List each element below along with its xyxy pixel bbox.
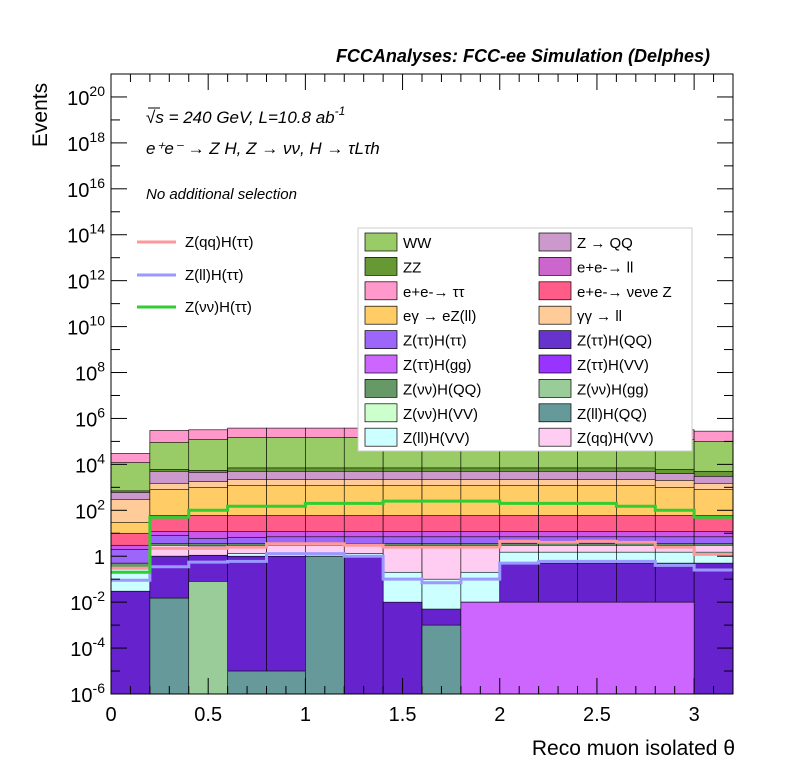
legend: Z(qq)H(ττ) Z(ll)H(ττ) Z(νν)H(ττ) WW Z → QQ ZZ… <box>137 227 693 452</box>
stack-bar <box>188 581 228 695</box>
legend-swatch <box>364 257 398 276</box>
legend-swatch <box>538 232 572 252</box>
stack-bar <box>460 601 695 695</box>
legend-label: Z → QQ <box>577 235 633 252</box>
chart-title: FCCAnalyses: FCC-ee Simulation (Delphes) <box>336 46 710 66</box>
energy-annotation: √s = 240 GeV, L=10.8 ab-1 <box>146 104 345 127</box>
energy-lumi-label: = 240 GeV, L=10.8 ab <box>169 108 335 127</box>
legend-label: Z(ττ)H(ττ) <box>403 333 467 350</box>
y-tick-label: 1020 <box>67 83 105 110</box>
x-tick-label: 0.5 <box>194 704 222 726</box>
x-tick-label: 1 <box>300 704 311 726</box>
legend-label: Z(ll)H(ττ) <box>185 267 244 284</box>
y-tick-label: 1 <box>94 547 105 569</box>
y-tick-label: 1012 <box>67 267 105 294</box>
y-tick-label: 102 <box>75 496 105 523</box>
x-axis-title: Reco muon isolated θ <box>532 737 735 760</box>
legend-swatch <box>364 427 398 447</box>
selection-annotation: No additional selection <box>146 186 297 203</box>
legend-swatch <box>538 305 572 325</box>
legend-label: Z(νν)H(ττ) <box>185 299 252 316</box>
x-tick-label: 2.5 <box>583 704 611 726</box>
legend-label: Z(ττ)H(VV) <box>577 357 649 374</box>
stack-bar <box>149 597 190 695</box>
legend-label: Z(ll)H(VV) <box>403 430 470 447</box>
legend-label: Z(qq)H(ττ) <box>185 234 254 251</box>
overlay-line <box>111 539 733 570</box>
y-tick-label: 104 <box>75 450 105 477</box>
legend-swatch <box>364 403 398 423</box>
stack-bar <box>305 555 345 695</box>
legend-label: eγ → eZ(ll) <box>403 308 476 325</box>
overlay-line <box>111 499 733 574</box>
y-tick-label: 1016 <box>67 175 105 202</box>
y-tick-label: 1014 <box>67 221 105 248</box>
legend-swatch <box>538 379 572 398</box>
stack-bar <box>693 562 734 695</box>
legend-label: Z(νν)H(VV) <box>403 406 478 423</box>
y-tick-label: 10-6 <box>70 680 105 707</box>
legend-label: Z(ll)H(QQ) <box>577 406 647 423</box>
legend-swatch <box>538 403 572 423</box>
legend-label: ZZ <box>403 259 421 276</box>
lumi-exponent: -1 <box>335 104 346 118</box>
x-tick-label: 2 <box>494 704 505 726</box>
y-axis-title: Events <box>29 83 52 147</box>
stack-bar <box>110 590 151 695</box>
legend-label: Z(νν)H(gg) <box>577 381 649 398</box>
legend-swatch <box>538 257 572 276</box>
legend-label: Z(νν)H(QQ) <box>403 381 481 398</box>
legend-swatch <box>538 354 572 374</box>
legend-label: γγ → ll <box>577 308 622 325</box>
y-tick-label: 10-2 <box>70 588 105 615</box>
x-tick-label: 0 <box>105 704 116 726</box>
y-tick-label: 1018 <box>67 129 105 156</box>
legend-swatch <box>364 330 398 349</box>
legend-swatch <box>538 281 572 301</box>
legend-label: e+e-→ ττ <box>403 284 465 301</box>
axes: 0 0.5 1 1.5 2 2.5 3 10-6 10-4 10-2 1 102 104 106 108 10… <box>67 73 734 726</box>
legend-swatch <box>538 330 572 349</box>
y-tick-label: 106 <box>75 404 105 431</box>
legend-swatch <box>538 427 572 447</box>
process-annotation: e⁺e⁻ → Z H, Z → νν, H → τLτh <box>146 139 380 158</box>
legend-box <box>357 227 693 452</box>
legend-swatch <box>364 379 398 398</box>
legend-swatch <box>364 281 398 301</box>
legend-label: Z(ττ)H(QQ) <box>577 333 652 350</box>
y-tick-label: 1010 <box>67 313 105 340</box>
x-tick-label: 1.5 <box>389 704 417 726</box>
legend-swatch <box>364 232 398 252</box>
x-tick-label: 3 <box>689 704 700 726</box>
legend-label: e+e-→ νeνe Z <box>577 284 672 301</box>
legend-label: Z(qq)H(VV) <box>577 430 654 447</box>
sqrt-s-label: √s <box>146 108 164 127</box>
legend-label: e+e-→ ll <box>577 259 633 276</box>
legend-label: WW <box>403 235 432 252</box>
legend-swatch <box>364 354 398 374</box>
y-tick-label: 10-4 <box>70 634 105 661</box>
overlay-line <box>111 552 733 585</box>
legend-label: Z(ττ)H(gg) <box>403 357 472 374</box>
legend-swatch <box>364 305 398 325</box>
plot-area <box>110 427 734 695</box>
y-tick-label: 108 <box>75 359 105 386</box>
stack-bar <box>343 555 384 695</box>
stack-bar <box>421 624 462 695</box>
